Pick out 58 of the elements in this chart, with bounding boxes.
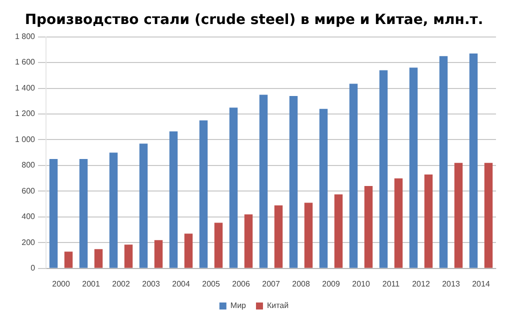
bar: [469, 54, 478, 268]
bar: [199, 120, 208, 268]
y-tick-label: 800: [22, 160, 36, 170]
bar: [154, 240, 163, 268]
y-tick-label: 1 000: [14, 134, 36, 144]
x-tick-label: 2014: [472, 279, 490, 288]
x-tick-label: 2007: [262, 279, 280, 288]
y-tick-label: 1 600: [14, 58, 36, 67]
x-tick-label: 2001: [82, 279, 100, 288]
x-tick-label: 2003: [142, 279, 160, 288]
bar: [184, 234, 193, 268]
bar: [109, 152, 118, 268]
bar: [244, 214, 253, 268]
bar: [259, 94, 268, 268]
bar: [79, 159, 88, 268]
bar: [379, 70, 388, 268]
y-tick-label: 600: [22, 186, 36, 196]
bar: [409, 68, 418, 268]
bar: [124, 244, 133, 268]
x-tick-label: 2012: [412, 279, 430, 288]
bar: [49, 159, 58, 268]
x-tick-label: 2005: [202, 279, 220, 288]
y-tick-label: 200: [22, 238, 36, 247]
bar: [64, 252, 73, 268]
x-tick-label: 2004: [172, 279, 190, 288]
bar: [289, 96, 298, 268]
bar: [349, 84, 358, 268]
x-tick-label: 2013: [442, 279, 460, 288]
bar: [214, 222, 223, 268]
x-tick-label: 2006: [232, 279, 250, 288]
bar: [169, 131, 178, 268]
x-tick-label: 2011: [382, 279, 400, 288]
x-tick-label: 2010: [352, 279, 370, 288]
x-tick-label: 2002: [112, 279, 130, 288]
bar: [394, 178, 403, 268]
bar: [274, 205, 283, 268]
x-tick-label: 2000: [52, 279, 70, 288]
bar: [319, 108, 328, 268]
bar: [424, 174, 433, 268]
bar: [139, 144, 148, 268]
chart-title: Производство стали (crude steel) в мире и Китае, млн.т.: [24, 12, 484, 28]
x-tick-label: 2008: [292, 279, 310, 288]
y-tick-label: 400: [22, 212, 36, 222]
y-tick-label: 0: [30, 264, 36, 273]
legend-label: Мир: [230, 301, 247, 310]
bar: [229, 108, 238, 268]
x-tick-label: 2009: [322, 279, 340, 288]
bar: [484, 162, 493, 268]
legend-label: Китай: [266, 301, 289, 310]
y-tick-label: 1 400: [14, 83, 36, 92]
bar: [334, 194, 343, 268]
bar: [364, 186, 373, 268]
y-tick-label: 1 800: [14, 32, 36, 42]
y-tick-label: 1 200: [14, 109, 36, 118]
bar: [94, 249, 103, 268]
bar: [454, 162, 463, 268]
bar: [304, 202, 313, 268]
bar: [439, 56, 448, 268]
